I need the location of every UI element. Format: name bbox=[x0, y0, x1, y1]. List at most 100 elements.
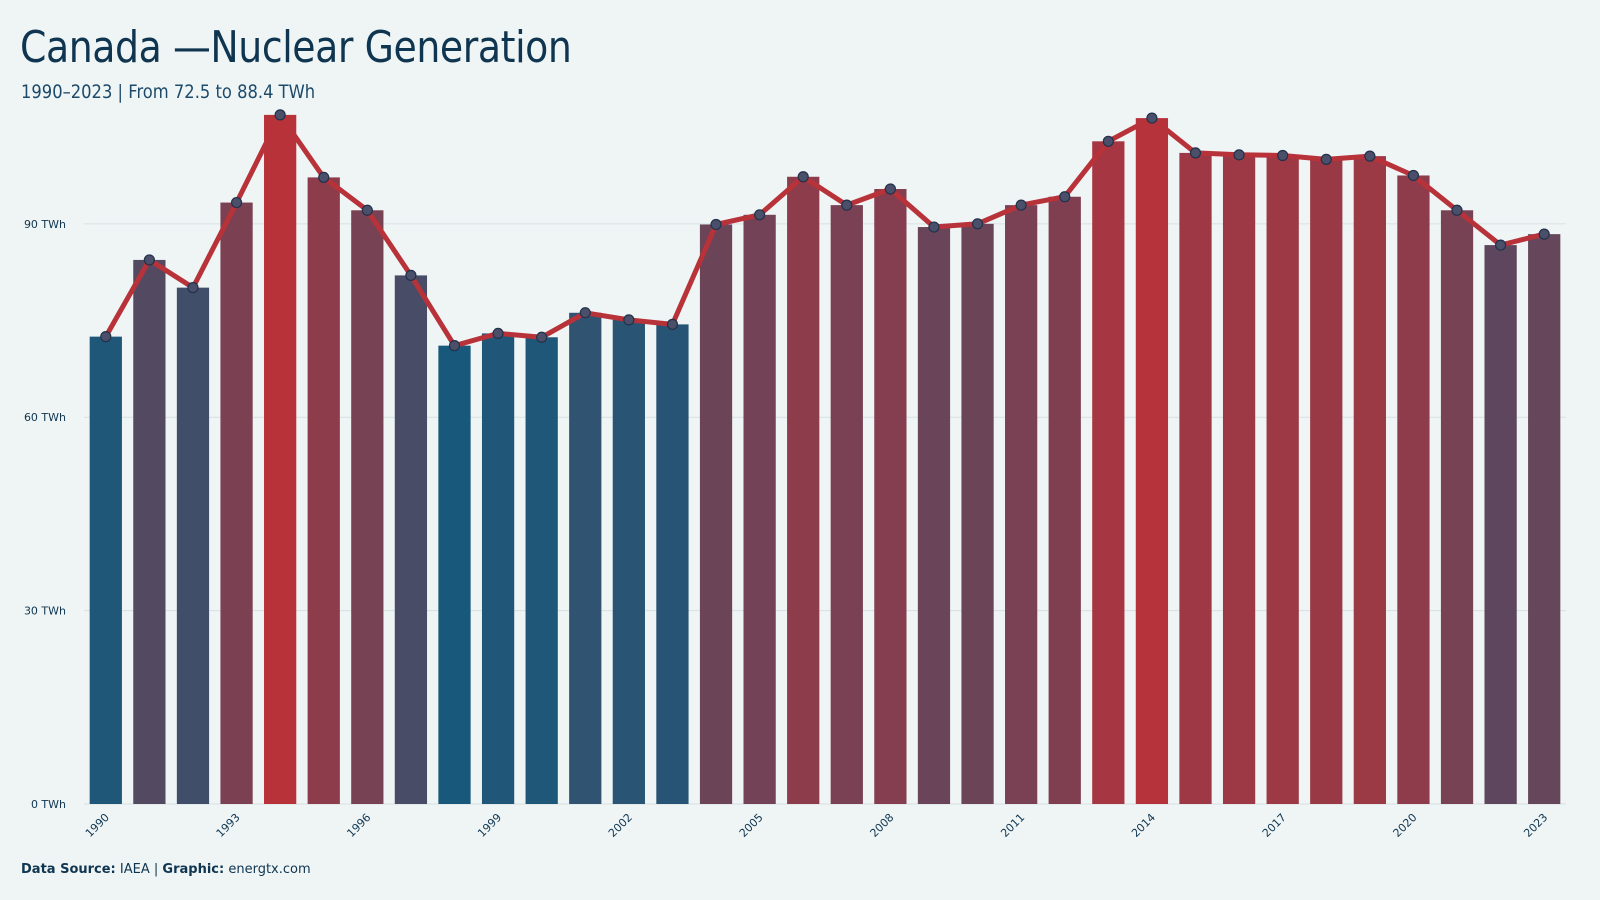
x-tick-label: 2008 bbox=[868, 811, 897, 840]
bar bbox=[699, 224, 733, 804]
bar bbox=[569, 312, 602, 804]
data-point bbox=[448, 340, 461, 352]
x-tick-label: 1996 bbox=[344, 811, 373, 840]
bar bbox=[1179, 152, 1212, 805]
bar bbox=[1048, 196, 1081, 804]
gridlines bbox=[84, 223, 1566, 805]
data-point bbox=[143, 254, 155, 266]
bar bbox=[220, 202, 253, 804]
data-point bbox=[1407, 169, 1420, 182]
x-tick-label: 2002 bbox=[606, 811, 635, 840]
x-tick-label: 2023 bbox=[1521, 811, 1550, 840]
source-label: Data Source: bbox=[21, 862, 116, 877]
data-point bbox=[1059, 191, 1071, 203]
data-point bbox=[884, 183, 896, 195]
data-point bbox=[928, 221, 940, 233]
data-point bbox=[230, 196, 243, 209]
markers bbox=[100, 109, 1550, 352]
data-point bbox=[579, 307, 591, 319]
data-point bbox=[841, 199, 853, 211]
y-tick-label: 90 TWh bbox=[24, 218, 66, 231]
data-point bbox=[1233, 149, 1245, 161]
data-point bbox=[405, 269, 417, 281]
bar bbox=[1397, 175, 1430, 805]
bar bbox=[1222, 154, 1256, 804]
bar bbox=[394, 275, 428, 805]
x-tick-label: 2005 bbox=[737, 811, 766, 840]
y-tick-label: 60 TWh bbox=[24, 411, 66, 424]
bar bbox=[264, 114, 297, 805]
bar bbox=[89, 336, 122, 804]
x-tick-label: 2014 bbox=[1129, 811, 1158, 840]
graphic-label: Graphic: bbox=[162, 862, 225, 877]
data-point bbox=[1538, 228, 1550, 240]
bar bbox=[133, 259, 166, 805]
data-point bbox=[100, 331, 112, 343]
data-point bbox=[318, 171, 330, 184]
data-point bbox=[1320, 153, 1332, 165]
data-point bbox=[1015, 199, 1027, 211]
bar bbox=[1484, 245, 1517, 804]
data-point bbox=[361, 204, 373, 216]
series-line bbox=[103, 112, 1547, 349]
bar bbox=[1353, 156, 1386, 805]
data-point bbox=[1451, 204, 1463, 216]
page-title: Canada —Nuclear Generation bbox=[20, 22, 572, 73]
y-tick-label: 30 TWh bbox=[24, 605, 66, 618]
data-point bbox=[1364, 150, 1376, 162]
trend-line bbox=[103, 112, 1547, 349]
data-point bbox=[536, 331, 548, 343]
data-point bbox=[623, 314, 635, 326]
bar bbox=[656, 324, 689, 804]
bar bbox=[917, 227, 951, 804]
bar bbox=[307, 177, 340, 804]
data-point bbox=[1102, 135, 1114, 147]
data-point bbox=[187, 282, 199, 294]
graphic-value: energtx.com bbox=[228, 862, 311, 877]
source-value: IAEA bbox=[119, 862, 150, 877]
bar bbox=[481, 333, 515, 804]
bar bbox=[1310, 159, 1343, 804]
data-point bbox=[666, 318, 679, 330]
data-point bbox=[710, 218, 722, 231]
bar bbox=[1528, 234, 1561, 804]
bar bbox=[830, 205, 863, 805]
x-tick-label: 2011 bbox=[998, 811, 1027, 840]
bar bbox=[438, 345, 471, 804]
bar bbox=[176, 287, 210, 804]
footer: Data Source: IAEA | Graphic: energtx.com bbox=[21, 862, 311, 877]
bar bbox=[874, 189, 907, 804]
footer-separator: | bbox=[153, 862, 159, 877]
data-point bbox=[971, 218, 984, 230]
y-tick-label: 0 TWh bbox=[31, 798, 66, 811]
x-tick-label: 2020 bbox=[1391, 811, 1420, 840]
data-point bbox=[1495, 239, 1507, 251]
bar bbox=[1135, 118, 1169, 805]
data-point bbox=[754, 209, 766, 221]
x-tick-label: 1999 bbox=[475, 811, 504, 840]
x-tick-label: 1990 bbox=[83, 811, 112, 840]
bar bbox=[1266, 155, 1299, 805]
bar bbox=[787, 176, 820, 804]
bar bbox=[1440, 210, 1474, 804]
bar bbox=[743, 214, 776, 804]
x-tick-label: 1993 bbox=[214, 811, 243, 840]
x-axis-ticks: 1990 1993 1996 1999 2002 2005 2008 2011 2014 2017… bbox=[83, 811, 1550, 840]
data-point bbox=[1277, 149, 1289, 162]
bar bbox=[1092, 141, 1125, 805]
y-axis-ticks: 0 TWh 30 TWh 60 TWh 90 TWh bbox=[24, 218, 66, 811]
bar bbox=[961, 223, 994, 805]
bars bbox=[89, 114, 1561, 805]
data-point bbox=[274, 109, 286, 121]
bar bbox=[525, 337, 558, 804]
data-point bbox=[1146, 112, 1158, 124]
data-point bbox=[492, 327, 504, 340]
bar bbox=[1005, 205, 1038, 805]
bar bbox=[351, 210, 384, 804]
data-point bbox=[1189, 147, 1202, 159]
page-subtitle: 1990–2023 | From 72.5 to 88.4 TWh bbox=[21, 81, 316, 103]
x-tick-label: 2017 bbox=[1260, 811, 1289, 840]
data-point bbox=[797, 171, 809, 183]
bar bbox=[612, 319, 645, 804]
